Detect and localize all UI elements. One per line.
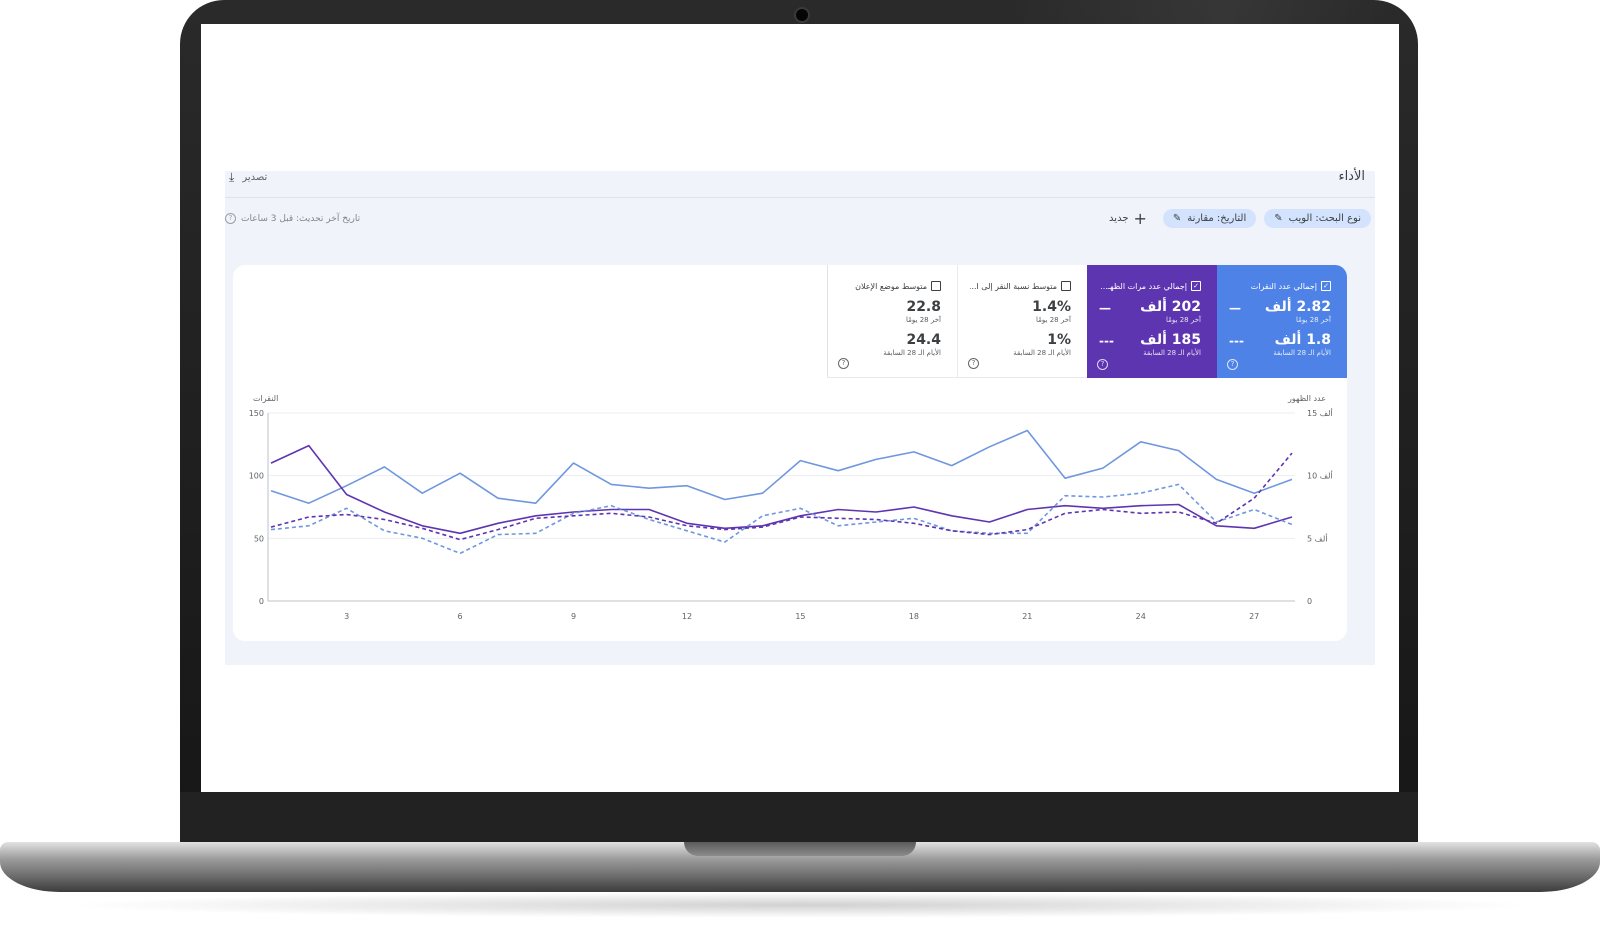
metric-current-period: آخر 28 يومًا: [1296, 316, 1331, 324]
metric-current-value: 22.8: [906, 299, 941, 315]
metric-current-period: آخر 28 يومًا: [906, 316, 941, 324]
laptop-notch: [684, 842, 916, 856]
x-tick-label: 12: [682, 612, 692, 621]
metric-previous-period: الأيام الـ 28 السابقة: [883, 349, 941, 357]
x-tick-label: 21: [1022, 612, 1032, 621]
left-axis-label: النقرات: [253, 394, 278, 403]
x-tick-label: 15: [795, 612, 805, 621]
metric-label: متوسط موضع الإعلان: [840, 281, 941, 291]
right-axis-label: عدد الظهور: [1287, 394, 1326, 403]
page-title: الأداء: [1338, 169, 1365, 184]
camera-icon: [794, 7, 810, 23]
metric-current-period: آخر 28 يومًا: [1036, 316, 1071, 324]
metric-previous-value: 1%: [1047, 332, 1071, 348]
filter-toolbar: نوع البحث: الويب ✎ التاريخ: مقارنة ✎ + ج…: [1101, 209, 1371, 228]
metric-current-value: 1.4%: [1032, 299, 1071, 315]
help-icon[interactable]: ?: [838, 358, 849, 369]
new-label: جديد: [1109, 213, 1129, 224]
metric-previous-value: 1.8 ألف: [1274, 332, 1331, 348]
checkbox-checked-icon[interactable]: ✓: [1191, 281, 1201, 291]
metric-current-value: 202 ألف: [1140, 299, 1201, 315]
metric-average-ctr[interactable]: متوسط نسبة النقر إلى ا... 1.4% آخر 28 يو…: [957, 265, 1087, 378]
left-tick-label: 150: [249, 409, 264, 418]
metric-cards: ✓ إجمالي عدد النقرات 2.82 ألف آخر 28 يوم…: [827, 265, 1347, 378]
search-type-chip[interactable]: نوع البحث: الويب ✎: [1264, 209, 1371, 228]
left-tick-label: 100: [249, 472, 264, 481]
search-type-label: نوع البحث: الويب: [1288, 213, 1361, 224]
checkbox-checked-icon[interactable]: ✓: [1321, 281, 1331, 291]
screen: الأداء ⤓ تصدير نوع البحث: الويب ✎ التاري…: [201, 24, 1399, 792]
left-tick-label: 0: [259, 597, 264, 606]
right-tick-label: 10 ألف: [1307, 471, 1333, 481]
metric-average-position[interactable]: متوسط موضع الإعلان 22.8 آخر 28 يومًا 24.…: [827, 265, 957, 378]
metric-label: ✓ إجمالي عدد مرات الظهـ...: [1099, 281, 1201, 291]
metric-label: ✓ إجمالي عدد النقرات: [1229, 281, 1331, 291]
right-tick-label: 15 ألف: [1307, 408, 1333, 418]
metric-previous-period: الأيام الـ 28 السابقة: [1143, 349, 1201, 357]
export-label: تصدير: [242, 172, 268, 183]
download-icon: ⤓: [229, 170, 235, 184]
metric-previous-value: 24.4: [906, 332, 941, 348]
plus-icon: +: [1133, 209, 1147, 228]
help-icon[interactable]: ?: [968, 358, 979, 369]
x-tick-label: 18: [909, 612, 919, 621]
metric-label: متوسط نسبة النقر إلى ا...: [970, 281, 1071, 291]
chart-card: ✓ إجمالي عدد النقرات 2.82 ألف آخر 28 يوم…: [233, 265, 1347, 641]
last-update-text: تاريخ آخر تحديث: قبل 3 ساعات: [241, 213, 361, 224]
right-tick-label: 5 ألف: [1307, 533, 1328, 543]
x-tick-label: 27: [1249, 612, 1259, 621]
metric-previous-value: 185 ألف: [1140, 332, 1201, 348]
metric-current-period: آخر 28 يومًا: [1166, 316, 1201, 324]
series-line-4: [270, 452, 1293, 541]
metric-total-impressions[interactable]: ✓ إجمالي عدد مرات الظهـ... 202 ألف آخر 2…: [1087, 265, 1217, 378]
date-chip[interactable]: التاريخ: مقارنة ✎: [1162, 209, 1257, 228]
solid-line-legend-icon: —: [1229, 301, 1241, 315]
x-tick-label: 9: [571, 612, 576, 621]
x-tick-label: 3: [344, 612, 349, 621]
help-icon[interactable]: ?: [1097, 359, 1108, 370]
series-line-1: [270, 429, 1293, 504]
series-line-3: [270, 483, 1293, 555]
new-filter-button[interactable]: + جديد: [1101, 209, 1155, 228]
last-update-status: ? تاريخ آخر تحديث: قبل 3 ساعات: [225, 213, 360, 224]
performance-panel: الأداء ⤓ تصدير نوع البحث: الويب ✎ التاري…: [225, 169, 1375, 665]
edit-icon: ✎: [1172, 213, 1182, 224]
metric-previous-period: الأيام الـ 28 السابقة: [1013, 349, 1071, 357]
laptop-bezel-bottom: [180, 792, 1418, 845]
metric-current-value: 2.82 ألف: [1264, 299, 1331, 315]
metric-previous-period: الأيام الـ 28 السابقة: [1273, 349, 1331, 357]
dashed-line-legend-icon: ---: [1229, 334, 1244, 348]
checkbox-unchecked-icon[interactable]: [931, 281, 941, 291]
help-icon[interactable]: ?: [1227, 359, 1238, 370]
export-button[interactable]: ⤓ تصدير: [229, 170, 267, 185]
help-icon[interactable]: ?: [225, 213, 236, 224]
right-tick-label: 0: [1307, 597, 1312, 606]
left-tick-label: 50: [254, 534, 264, 543]
checkbox-unchecked-icon[interactable]: [1061, 281, 1071, 291]
series-line-2: [270, 444, 1293, 535]
date-label: التاريخ: مقارنة: [1187, 213, 1247, 224]
solid-line-legend-icon: —: [1099, 301, 1111, 315]
edit-icon: ✎: [1274, 213, 1283, 224]
dashed-line-legend-icon: ---: [1099, 334, 1114, 348]
x-tick-label: 24: [1136, 612, 1146, 621]
metric-total-clicks[interactable]: ✓ إجمالي عدد النقرات 2.82 ألف آخر 28 يوم…: [1217, 265, 1347, 378]
x-tick-label: 6: [458, 612, 463, 621]
laptop-shadow: [60, 892, 1540, 918]
panel-header: الأداء ⤓ تصدير: [225, 169, 1375, 198]
